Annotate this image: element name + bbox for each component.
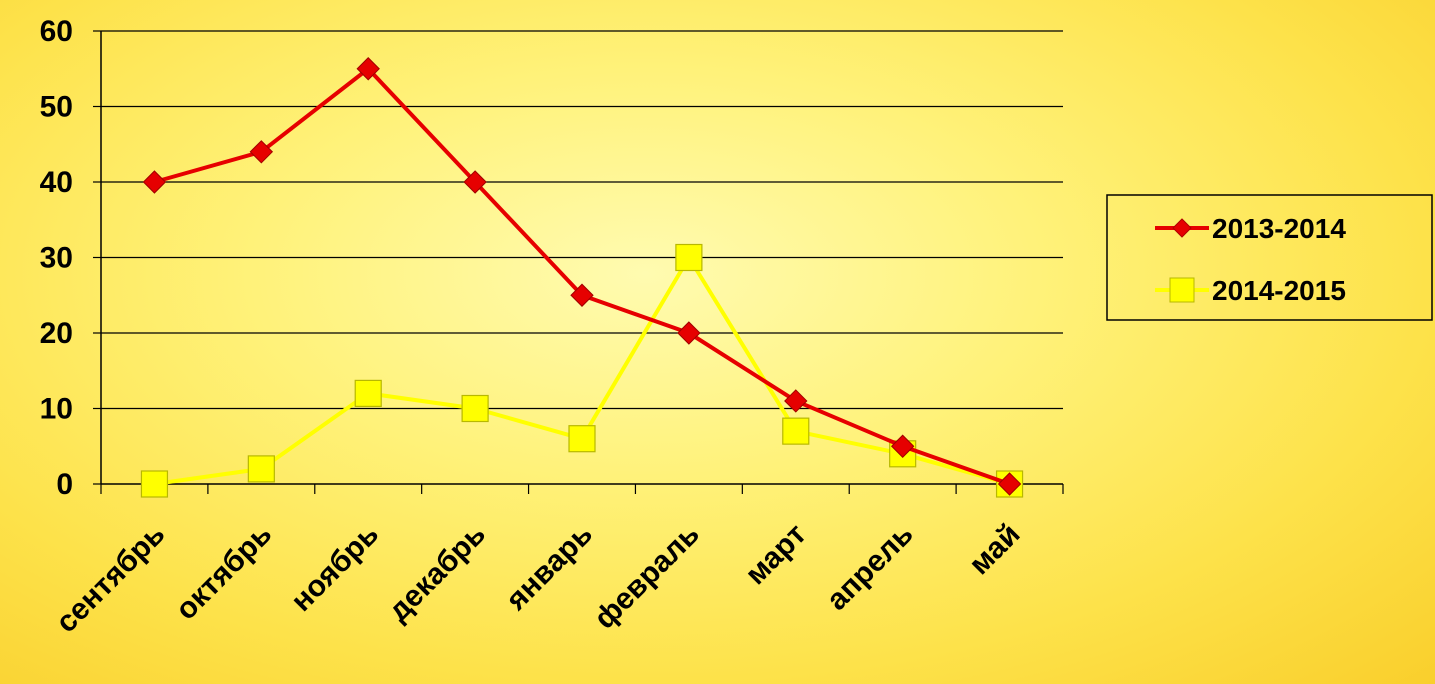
x-tick-label: сентябрь (50, 518, 172, 640)
series-1 (141, 245, 1022, 498)
data-point (569, 426, 595, 452)
data-point (355, 380, 381, 406)
y-tick-label: 60 (40, 15, 73, 48)
data-point (678, 322, 700, 344)
legend-marker-0 (1173, 219, 1191, 237)
y-axis-tick-labels: 0 10 20 30 40 50 60 (40, 15, 73, 501)
x-tick-label: октябрь (169, 518, 278, 627)
data-point (143, 171, 165, 193)
legend-item-1: 2014-2015 (1155, 275, 1346, 306)
x-tick-label: декабрь (382, 518, 492, 628)
y-tick-label: 0 (56, 468, 73, 501)
legend: 2013-2014 2014-2015 (1107, 195, 1432, 320)
series-line-0 (154, 69, 1009, 484)
y-tick-label: 50 (40, 91, 73, 124)
x-tick-label: февраль (588, 518, 706, 636)
legend-marker-1 (1170, 278, 1194, 302)
series-group (141, 58, 1022, 497)
gridlines (101, 31, 1063, 409)
x-tick-label: апрель (820, 518, 919, 617)
y-tick-label: 20 (40, 317, 73, 350)
legend-label-0: 2013-2014 (1212, 213, 1346, 244)
data-point (676, 245, 702, 271)
data-point (462, 396, 488, 422)
x-tick-label: ноябрь (285, 518, 385, 618)
data-point (783, 418, 809, 444)
legend-item-0: 2013-2014 (1155, 213, 1346, 244)
y-tick-label: 30 (40, 242, 73, 275)
y-tick-label: 40 (40, 166, 73, 199)
y-tick-label: 10 (40, 393, 73, 426)
x-tick-label: май (963, 518, 1027, 582)
x-tick-label: март (739, 518, 813, 592)
axes (93, 31, 1063, 494)
x-tick-label: январь (499, 518, 599, 618)
legend-label-1: 2014-2015 (1212, 275, 1346, 306)
data-point (248, 456, 274, 482)
data-point (141, 471, 167, 497)
